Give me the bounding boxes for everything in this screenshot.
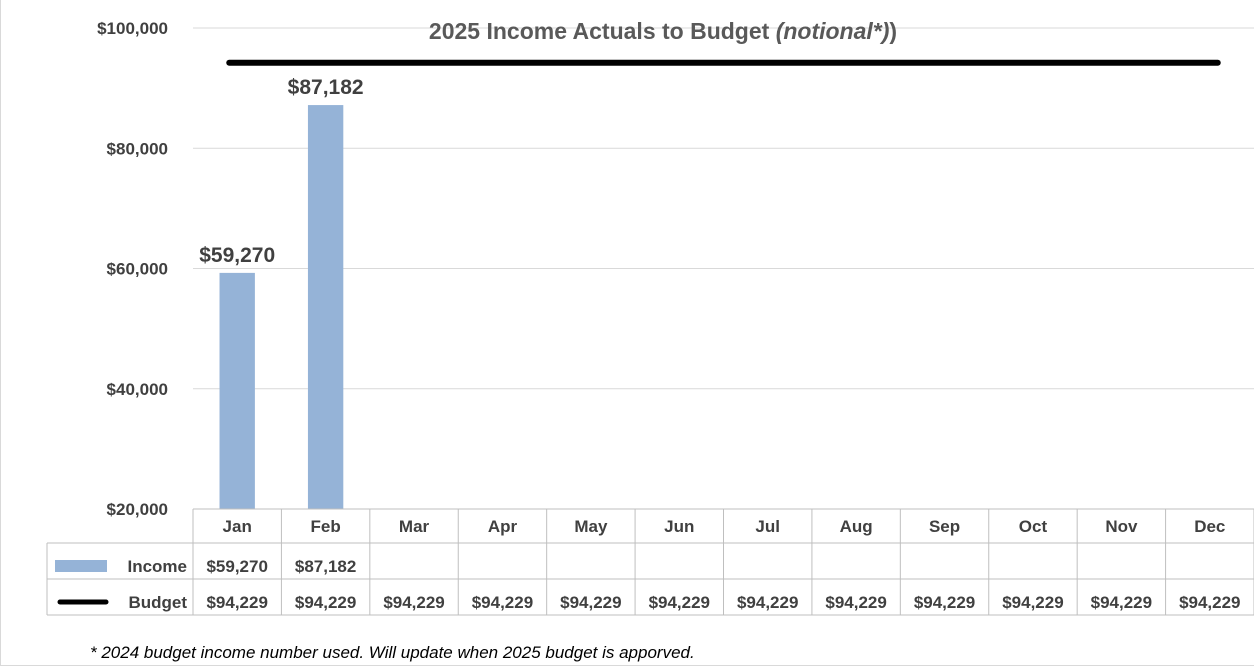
budget-table-cell: $94,229 xyxy=(560,593,621,612)
income-table-cell: $59,270 xyxy=(206,557,267,576)
bar-data-labels: $59,270 $87,182 xyxy=(199,76,363,267)
bar-data-label: $87,182 xyxy=(288,76,364,99)
budget-table-cell: $94,229 xyxy=(1179,593,1240,612)
y-tick-label: $100,000 xyxy=(97,19,168,38)
x-category-label: Nov xyxy=(1105,517,1138,536)
x-category-label: Jun xyxy=(664,517,694,536)
x-category-label: Aug xyxy=(840,517,873,536)
budget-table-cell: $94,229 xyxy=(472,593,533,612)
y-tick-label: $20,000 xyxy=(107,500,168,519)
budget-table-cell: $94,229 xyxy=(383,593,444,612)
budget-table-cell: $94,229 xyxy=(825,593,886,612)
x-category-label: Mar xyxy=(399,517,430,536)
income-bar xyxy=(219,272,255,509)
budget-table-cell: $94,229 xyxy=(206,593,267,612)
x-category-label: Feb xyxy=(311,517,341,536)
budget-table-cell: $94,229 xyxy=(295,593,356,612)
y-axis-ticks: $20,000 $40,000 $60,000 $80,000 $100,000 xyxy=(97,19,168,519)
x-category-label: Jan xyxy=(223,517,252,536)
chart-title-emphasis: (notional*) xyxy=(776,18,890,44)
income-table-cell: $87,182 xyxy=(295,557,356,576)
budget-table-cell: $94,229 xyxy=(1002,593,1063,612)
income-row-header: Income xyxy=(127,557,187,576)
budget-table-cell: $94,229 xyxy=(1091,593,1152,612)
x-category-label: May xyxy=(574,517,608,536)
x-category-label: Oct xyxy=(1019,517,1048,536)
y-tick-label: $40,000 xyxy=(107,380,168,399)
x-category-label: Jul xyxy=(755,517,780,536)
x-category-label: Dec xyxy=(1194,517,1225,536)
budget-table-cell: $94,229 xyxy=(914,593,975,612)
data-table: Jan Feb Mar Apr May Jun Jul Aug Sep Oct Nov Dec Inco… xyxy=(46,508,1254,616)
y-tick-label: $80,000 xyxy=(107,139,168,158)
y-tick-label: $60,000 xyxy=(107,260,168,279)
x-category-label: Sep xyxy=(929,517,960,536)
chart-title: 2025 Income Actuals to Budget (notional*… xyxy=(429,18,897,44)
income-legend-key xyxy=(55,560,107,572)
gridlines xyxy=(193,27,1254,390)
footnote: * 2024 budget income number used. Will u… xyxy=(90,643,695,662)
budget-row-header: Budget xyxy=(128,593,187,612)
income-bars xyxy=(219,105,344,509)
x-category-label: Apr xyxy=(488,517,518,536)
budget-table-cell: $94,229 xyxy=(737,593,798,612)
income-bar xyxy=(307,105,344,509)
bar-data-label: $59,270 xyxy=(199,244,275,267)
budget-table-cell: $94,229 xyxy=(649,593,710,612)
